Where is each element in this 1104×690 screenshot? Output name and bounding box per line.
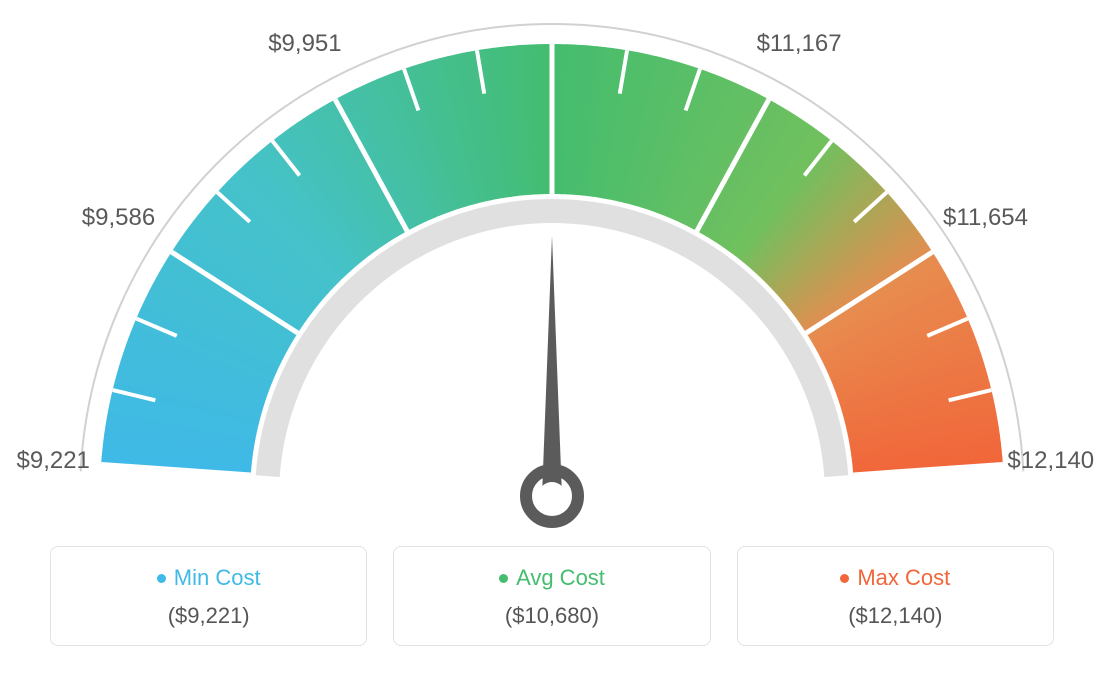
legend-value-avg: ($10,680) [394,603,709,629]
legend-title-avg: Avg Cost [394,565,709,591]
legend-box-min: Min Cost ($9,221) [50,546,367,646]
legend-box-avg: Avg Cost ($10,680) [393,546,710,646]
gauge-tick-label: $12,140 [1007,447,1094,475]
gauge-needle [542,236,562,496]
legend-title-max: Max Cost [738,565,1053,591]
gauge-tick-label: $9,951 [268,30,341,58]
legend-box-max: Max Cost ($12,140) [737,546,1054,646]
legend-value-max: ($12,140) [738,603,1053,629]
gauge-tick-label: $11,654 [943,204,1028,232]
legend-value-min: ($9,221) [51,603,366,629]
gauge-tick-label: $9,586 [82,204,155,232]
legend-row: Min Cost ($9,221) Avg Cost ($10,680) Max… [50,546,1054,646]
legend-title-min: Min Cost [51,565,366,591]
gauge-tick-label: $9,221 [17,447,90,475]
gauge-tick-label: $11,167 [757,30,842,58]
cost-gauge-chart: Min Cost ($9,221) Avg Cost ($10,680) Max… [0,0,1104,690]
